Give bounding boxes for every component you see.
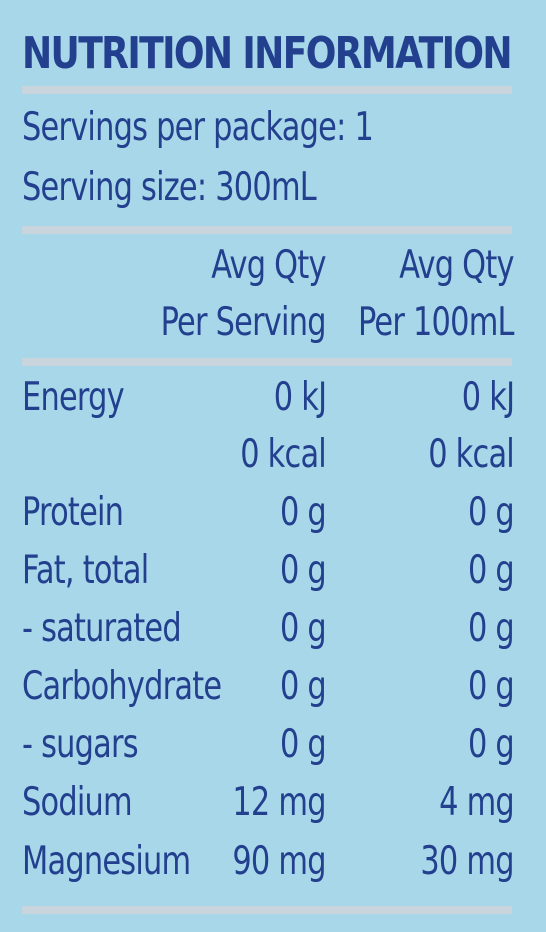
row-per-serving: 0 kJ bbox=[273, 375, 327, 420]
row-label: Sodium bbox=[22, 780, 133, 825]
panel-title: NUTRITION INFORMATION bbox=[22, 28, 513, 79]
row-per-serving: 0 g bbox=[280, 490, 327, 535]
row-per-serving: 0 g bbox=[280, 664, 327, 709]
row-label: - sugars bbox=[22, 722, 139, 767]
row-per-serving: 12 mg bbox=[232, 780, 327, 825]
row-per-100ml: 0 g bbox=[468, 722, 515, 767]
row-per-100ml: 0 g bbox=[468, 606, 515, 651]
row-per-serving: 0 g bbox=[280, 722, 327, 767]
divider-rule bbox=[22, 86, 512, 94]
header-per-serving-line2: Per Serving bbox=[160, 300, 327, 345]
header-per-100ml-line1: Avg Qty bbox=[399, 243, 515, 288]
row-label: Protein bbox=[22, 490, 124, 535]
row-per-serving: 0 kcal bbox=[240, 432, 327, 477]
row-label: Fat, total bbox=[22, 548, 149, 593]
row-per-serving: 0 g bbox=[280, 548, 327, 593]
header-per-serving-line1: Avg Qty bbox=[211, 243, 327, 288]
header-per-100ml-line2: Per 100mL bbox=[358, 300, 515, 345]
serving-size: Serving size: 300mL bbox=[22, 165, 317, 210]
row-per-serving: 90 mg bbox=[232, 839, 327, 884]
row-per-100ml: 4 mg bbox=[439, 780, 515, 825]
row-label: - saturated bbox=[22, 606, 182, 651]
row-label: Carbohydrate bbox=[22, 664, 222, 709]
row-per-serving: 0 g bbox=[280, 606, 327, 651]
row-label: Magnesium bbox=[22, 839, 191, 884]
row-per-100ml: 30 mg bbox=[420, 839, 515, 884]
row-per-100ml: 0 kJ bbox=[461, 375, 515, 420]
divider-rule bbox=[22, 906, 512, 914]
row-per-100ml: 0 g bbox=[468, 548, 515, 593]
row-per-100ml: 0 g bbox=[468, 664, 515, 709]
row-per-100ml: 0 kcal bbox=[428, 432, 515, 477]
divider-rule bbox=[22, 358, 512, 366]
row-label: Energy bbox=[22, 375, 125, 420]
servings-per-package: Servings per package: 1 bbox=[22, 105, 374, 150]
divider-rule bbox=[22, 226, 512, 234]
row-per-100ml: 0 g bbox=[468, 490, 515, 535]
